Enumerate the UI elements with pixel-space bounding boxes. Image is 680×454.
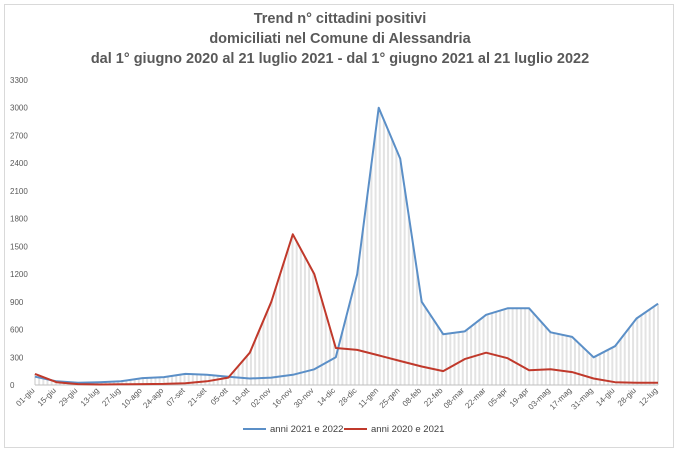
x-tick-label: 08-feb — [401, 386, 424, 409]
y-axis-ticks: 0 300 600 900 1200 1500 1800 2100 2400 2700 3000 33… — [10, 76, 28, 390]
y-tick-label: 2400 — [10, 159, 28, 168]
series-line-1 — [34, 106, 659, 384]
x-tick-label: 13-lug — [79, 386, 101, 408]
y-tick-label: 1800 — [10, 215, 28, 224]
legend-label-series-1: anni 2021 e 2022 — [270, 424, 343, 435]
chart-title: Trend n° cittadini positivi — [253, 11, 427, 27]
y-tick-label: 900 — [10, 298, 24, 307]
x-tick-label: 17-mag — [548, 386, 574, 412]
y-tick-label: 1500 — [10, 242, 28, 251]
x-tick-label: 02-nov — [249, 386, 273, 410]
x-tick-label: 14-giu — [594, 386, 616, 408]
x-tick-label: 07-set — [165, 386, 188, 409]
x-tick-label: 29-giu — [57, 386, 79, 408]
x-tick-label: 30-nov — [292, 386, 316, 410]
legend: anni 2021 e 2022 anni 2020 e 2021 — [243, 424, 444, 435]
y-tick-label: 2100 — [10, 187, 28, 196]
y-tick-label: 600 — [10, 326, 24, 335]
x-tick-label: 25-gen — [378, 386, 402, 410]
x-tick-label: 01-giu — [14, 386, 36, 408]
y-tick-label: 3300 — [10, 76, 28, 85]
x-tick-label: 12-lug — [637, 386, 659, 408]
x-tick-label: 31-mag — [569, 386, 595, 412]
x-tick-label: 11-gen — [357, 386, 381, 410]
x-tick-label: 27-lug — [100, 386, 122, 408]
legend-label-series-2: anni 2020 e 2021 — [371, 424, 444, 435]
chart-subtitle: domiciliati nel Comune di Alessandria — [209, 31, 471, 47]
x-tick-label: 28-dic — [337, 386, 359, 408]
chart-subtitle-dates: dal 1° giugno 2020 al 21 luglio 2021 - d… — [90, 51, 590, 67]
x-tick-label: 05-ott — [209, 386, 230, 407]
x-tick-label: 03-mag — [526, 386, 552, 412]
x-tick-label: 16-nov — [271, 386, 295, 410]
y-tick-label: 3000 — [10, 104, 28, 113]
x-tick-label: 28-giu — [616, 386, 638, 408]
bar-background-layer — [34, 110, 659, 385]
x-axis-ticks: 01-giu 15-giu 29-giu 13-lug 27-lug10-ago24-a… — [14, 386, 659, 412]
x-tick-label: 05-apr — [486, 386, 509, 409]
y-tick-label: 1200 — [10, 270, 28, 279]
y-tick-label: 2700 — [10, 131, 28, 140]
y-tick-label: 0 — [10, 381, 15, 390]
x-tick-label: 10-ago — [120, 386, 144, 410]
x-tick-label: 21-set — [186, 386, 209, 409]
x-tick-label: 15-giu — [36, 386, 58, 408]
x-tick-label: 22-mar — [463, 386, 488, 411]
series-line-2 — [34, 233, 658, 386]
x-tick-label: 24-ago — [141, 386, 165, 410]
x-tick-label: 14-dic — [315, 386, 337, 408]
series-lines — [34, 106, 659, 386]
x-tick-label: 08-mar — [442, 386, 467, 411]
y-tick-label: 300 — [10, 353, 24, 362]
